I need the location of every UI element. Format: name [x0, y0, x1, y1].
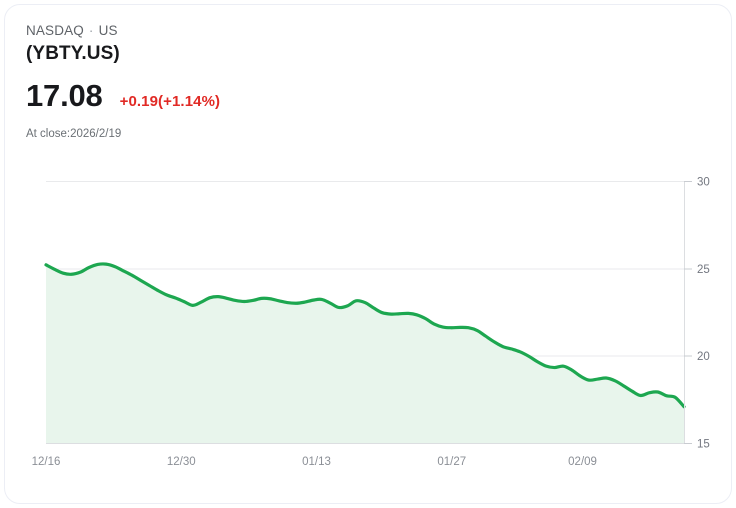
chart-series-line [44, 262, 686, 409]
market-region: US [98, 23, 118, 38]
chart-x-axis: 12/16 12/30 01/13 01/27 02/09 [32, 443, 684, 468]
last-price: 17.08 [26, 78, 103, 113]
exchange-separator: · [88, 23, 94, 38]
quote-header: NASDAQ · US (YBTY.US) 17.08 +0.19(+1.14%) … [26, 22, 666, 141]
price-chart-svg: 30 25 20 15 12/16 12/30 01/13 01/27 02/09 [32, 177, 710, 469]
x-tick-label: 02/09 [568, 456, 597, 468]
exchange-row: NASDAQ · US [26, 22, 666, 39]
series-area-fill [46, 263, 684, 443]
y-tick-label: 20 [697, 351, 710, 363]
exchange-name: NASDAQ [26, 23, 84, 38]
y-tick-label: 30 [697, 177, 710, 189]
ticker-symbol: (YBTY.US) [26, 43, 120, 64]
price-row: 17.08 +0.19(+1.14%) [26, 79, 666, 113]
y-tick-label: 15 [697, 439, 710, 451]
chart-y-axis: 30 25 20 15 [684, 177, 710, 451]
price-chart[interactable]: 30 25 20 15 12/16 12/30 01/13 01/27 02/09 [5, 165, 731, 485]
x-tick-label: 01/13 [302, 456, 331, 468]
series-line-path [44, 262, 686, 409]
y-tick-label: 25 [697, 264, 710, 276]
x-tick-label: 12/16 [32, 456, 61, 468]
x-tick-label: 01/27 [437, 456, 466, 468]
price-change: +0.19(+1.14%) [119, 93, 221, 110]
market-status-note: At close:2026/2/19 [26, 128, 122, 140]
chart-area-fill [46, 263, 684, 443]
stock-quote-card: NASDAQ · US (YBTY.US) 17.08 +0.19(+1.14%) … [4, 4, 732, 504]
x-tick-label: 12/30 [167, 456, 196, 468]
